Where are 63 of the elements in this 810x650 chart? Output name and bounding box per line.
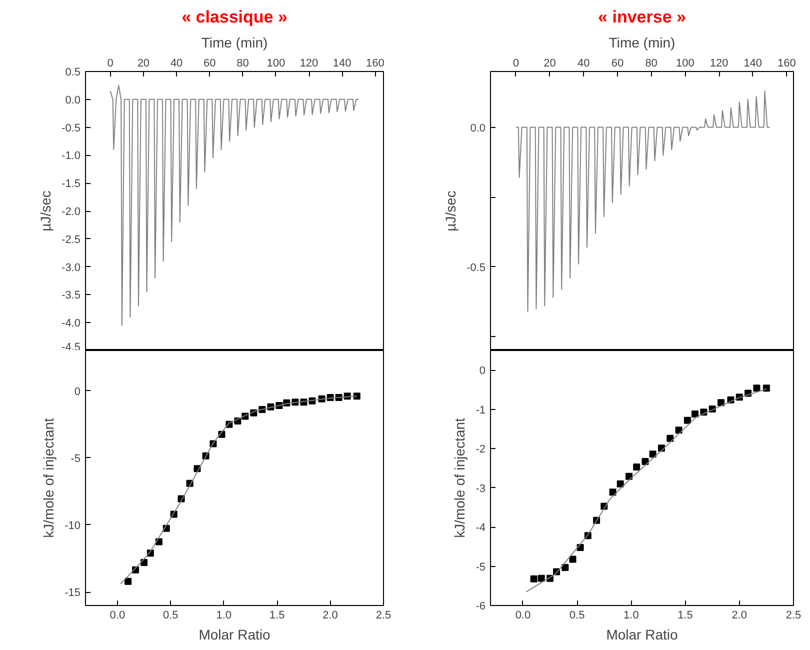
x-tick-label: 140 bbox=[744, 58, 762, 70]
y-tick-label: -1 bbox=[476, 404, 486, 416]
y-tick-label: -5 bbox=[70, 452, 80, 465]
x-tick-label: 80 bbox=[645, 58, 658, 70]
x-tick-label: 160 bbox=[366, 58, 384, 70]
x-tick-label: 60 bbox=[204, 58, 216, 70]
y-tick-label: 0 bbox=[479, 365, 486, 378]
chart-title: « inverse » bbox=[598, 8, 686, 26]
y-tick-label: -2.5 bbox=[62, 234, 81, 246]
x-tick-label: 80 bbox=[236, 58, 249, 70]
x-tick-label: 1.0 bbox=[624, 610, 639, 622]
y-tick-label: 0 bbox=[74, 386, 81, 398]
y-axis-title: µJ/sec bbox=[38, 190, 54, 232]
x-axis-title: Time (min) bbox=[201, 34, 268, 50]
x-tick-label: 160 bbox=[778, 58, 796, 70]
x-tick-label: 140 bbox=[332, 58, 352, 70]
x-tick-label: 0.5 bbox=[162, 610, 178, 622]
x-tick-label: 1.0 bbox=[216, 610, 232, 622]
x-tick-label: 0 bbox=[107, 58, 114, 70]
y-tick-label: -0.5 bbox=[62, 122, 81, 134]
x-tick-label: 20 bbox=[137, 58, 150, 70]
y-tick-label: -6 bbox=[476, 600, 486, 612]
x-tick-label: 0.0 bbox=[110, 610, 126, 622]
x-tick-label: 40 bbox=[170, 58, 183, 70]
chart-title: « classique » bbox=[182, 8, 288, 26]
x-axis-title: Time (min) bbox=[608, 34, 676, 50]
y-tick-label: 0.0 bbox=[470, 122, 486, 134]
y-tick-label: -15 bbox=[64, 587, 81, 600]
x-tick-label: 40 bbox=[577, 58, 590, 70]
y-tick-label: 0.5 bbox=[65, 66, 81, 78]
y-tick-label: -3.0 bbox=[62, 262, 81, 274]
y-tick-label: -10 bbox=[64, 520, 81, 532]
y-tick-label: 0.0 bbox=[65, 94, 81, 106]
y-tick-label: -2.0 bbox=[62, 206, 81, 218]
y-tick-label: -1.0 bbox=[62, 150, 81, 162]
x-tick-label: 0.5 bbox=[569, 610, 585, 622]
y-axis-title: µJ/sec bbox=[442, 190, 459, 232]
x-tick-label: 120 bbox=[300, 58, 318, 70]
y-tick-label: -4.0 bbox=[62, 318, 81, 330]
x-tick-label: 20 bbox=[544, 58, 556, 70]
y-axis-title: kJ/mole of injectant bbox=[452, 418, 468, 538]
x-axis-title: Molar Ratio bbox=[198, 626, 271, 642]
x-tick-label: 100 bbox=[676, 58, 694, 70]
x-tick-label: 60 bbox=[611, 58, 624, 70]
y-axis-title: kJ/mole of injectant bbox=[40, 418, 57, 538]
y-tick-label: -3.5 bbox=[62, 290, 81, 302]
x-tick-label: 120 bbox=[710, 58, 728, 70]
x-tick-label: 2.0 bbox=[322, 610, 338, 622]
x-tick-label: 2.5 bbox=[376, 610, 392, 622]
y-tick-label: -4 bbox=[476, 522, 486, 534]
x-tick-label: 0 bbox=[512, 58, 519, 70]
x-tick-label: 100 bbox=[266, 58, 286, 70]
y-tick-label: -3 bbox=[476, 482, 486, 495]
x-tick-label: 2.5 bbox=[786, 610, 802, 622]
x-axis-title: Molar Ratio bbox=[606, 626, 678, 642]
y-tick-label: -1.5 bbox=[62, 178, 81, 190]
x-tick-label: 1.5 bbox=[269, 610, 285, 622]
y-tick-label: -5 bbox=[476, 561, 486, 574]
y-tick-label: -0.5 bbox=[466, 262, 486, 274]
x-tick-label: 0.0 bbox=[515, 610, 531, 622]
x-tick-label: 1.5 bbox=[678, 610, 693, 622]
y-tick-label: -2 bbox=[476, 444, 486, 456]
x-tick-label: 2.0 bbox=[732, 610, 748, 622]
